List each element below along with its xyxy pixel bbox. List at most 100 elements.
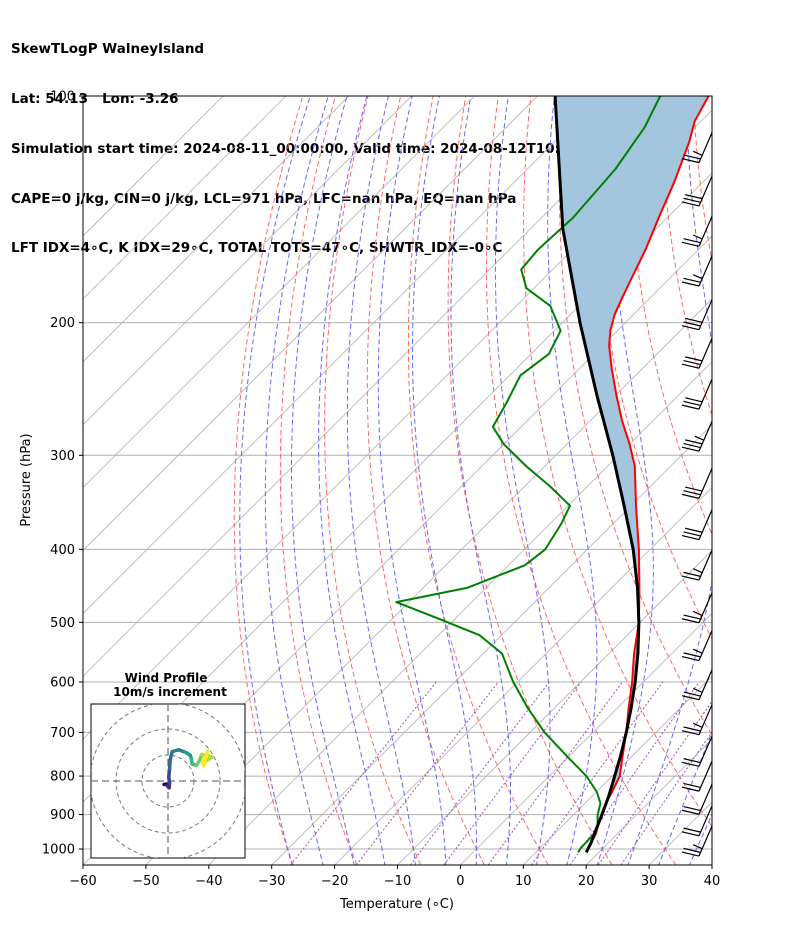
dry-adiabat xyxy=(785,23,794,865)
isotherm xyxy=(711,864,712,865)
barb-flag xyxy=(681,786,700,792)
moist-adiabat xyxy=(627,96,712,865)
wind-barb xyxy=(681,255,713,287)
barb-flag xyxy=(685,317,703,323)
wind-barb xyxy=(681,669,713,701)
hodograph-segment xyxy=(201,749,210,768)
barb-flag xyxy=(685,356,703,362)
isotherm xyxy=(83,96,538,552)
barb-flag xyxy=(681,809,700,815)
barb-flag xyxy=(683,531,701,537)
barb-flag xyxy=(683,277,701,283)
barb-flag xyxy=(683,197,701,203)
barb-flag xyxy=(681,404,700,410)
barb-staff xyxy=(698,255,713,287)
barb-flag xyxy=(683,238,701,244)
wind-barb xyxy=(681,420,713,452)
moist-adiabat xyxy=(450,96,511,865)
wind-barb xyxy=(681,175,713,207)
barb-flag xyxy=(694,435,705,441)
barb-flag xyxy=(681,363,700,369)
dry-adiabat xyxy=(724,23,794,865)
x-tick-label: −40 xyxy=(195,874,222,889)
barb-staff xyxy=(698,704,713,735)
isotherm xyxy=(208,361,712,865)
barb-flag xyxy=(692,687,703,693)
x-tick-label: 0 xyxy=(456,874,464,889)
y-tick-label: 900 xyxy=(50,808,75,823)
barb-staff xyxy=(698,783,713,815)
moist-adiabat xyxy=(412,96,477,865)
dry-adiabat xyxy=(755,23,794,865)
cin-shade xyxy=(555,96,709,853)
barb-staff xyxy=(698,378,713,410)
isotherm xyxy=(648,801,712,865)
isotherm xyxy=(83,96,350,363)
mixing-ratio-line xyxy=(443,681,582,865)
barb-staff xyxy=(698,736,713,767)
dry-adiabat xyxy=(447,96,613,865)
barb-flag xyxy=(683,652,701,658)
barb-flag xyxy=(685,194,703,200)
barb-flag xyxy=(692,568,703,574)
isotherm xyxy=(83,96,601,614)
barb-staff xyxy=(698,299,713,330)
x-tick-label: −20 xyxy=(321,874,348,889)
barb-flag xyxy=(683,359,701,366)
barb-flag xyxy=(683,490,701,496)
barb-staff xyxy=(698,630,713,661)
moist-adiabat xyxy=(377,96,447,865)
cape-cin-shading xyxy=(555,96,709,853)
dry-adiabat xyxy=(233,96,304,865)
barb-flag xyxy=(683,782,701,789)
barb-flag xyxy=(685,486,703,492)
dry-adiabat xyxy=(486,96,677,865)
x-tick-label: −60 xyxy=(69,874,96,889)
wind-barbs xyxy=(681,132,713,857)
barb-flag xyxy=(692,234,703,240)
barb-flag xyxy=(683,321,701,327)
wind-barb xyxy=(681,704,713,736)
dry-adiabat xyxy=(693,96,712,263)
moist-adiabat xyxy=(346,96,417,865)
wind-barb xyxy=(681,216,713,247)
hodograph-subtitle: 10m/s increment xyxy=(113,685,227,699)
isotherm xyxy=(83,96,664,677)
barb-flag xyxy=(692,610,703,616)
barb-flag xyxy=(681,575,700,581)
isotherm xyxy=(775,96,794,865)
y-tick-label: 300 xyxy=(50,449,75,464)
barb-flag xyxy=(681,761,700,767)
moist-adiabat xyxy=(494,96,551,865)
barb-flag xyxy=(681,655,700,662)
barb-flag xyxy=(683,758,701,764)
barb-flag xyxy=(683,571,701,577)
wind-barb xyxy=(681,630,713,662)
mixing-ratio-line xyxy=(290,681,437,865)
isotherm xyxy=(334,487,712,865)
barb-staff xyxy=(698,132,713,163)
barb-flag xyxy=(681,241,700,247)
barb-staff xyxy=(698,468,713,499)
barb-flag xyxy=(692,722,703,728)
barb-flag xyxy=(681,446,700,452)
moist-adiabat xyxy=(264,96,329,865)
axis-ticks: −60 −50 −40 −30 −20 −10 0 10 20 30 40 100 200 300 400 5… xyxy=(42,90,720,890)
x-tick-label: 30 xyxy=(641,874,658,889)
barb-flag xyxy=(683,847,701,853)
isotherm xyxy=(83,96,224,237)
barb-flag xyxy=(692,150,703,156)
barb-flag xyxy=(681,618,700,624)
y-axis-label: Pressure (hPa) xyxy=(19,433,34,526)
isotherm xyxy=(83,96,475,489)
barb-flag xyxy=(692,844,703,850)
barb-flag xyxy=(683,442,701,449)
barb-flag xyxy=(683,691,701,697)
moist-adiabat xyxy=(688,813,712,865)
wind-barb xyxy=(681,783,713,815)
dry-adiabat xyxy=(324,96,422,865)
barb-flag xyxy=(683,400,701,407)
barb-flag xyxy=(685,527,703,533)
hodograph-inset: Wind Profile 10m/s increment xyxy=(90,671,246,859)
barb-staff xyxy=(698,592,713,623)
